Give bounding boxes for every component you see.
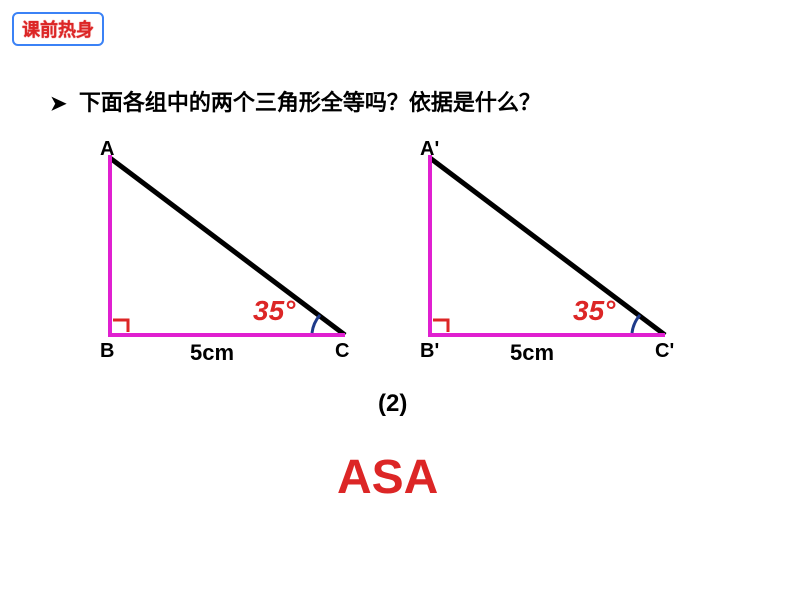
right-angle-marker-2 — [433, 320, 448, 332]
vertex-a2: A' — [420, 138, 439, 161]
vertex-c2: C' — [655, 340, 674, 363]
triangle-2 — [0, 0, 794, 596]
answer-text: ASA — [337, 450, 438, 505]
triangle2-side-ac — [430, 158, 665, 335]
length-label-2: 5cm — [510, 340, 554, 366]
angle-label-2: 35° — [573, 295, 615, 327]
vertex-b2: B' — [420, 340, 439, 363]
angle-arc-2 — [632, 315, 640, 333]
figure-number: (2) — [378, 390, 407, 418]
